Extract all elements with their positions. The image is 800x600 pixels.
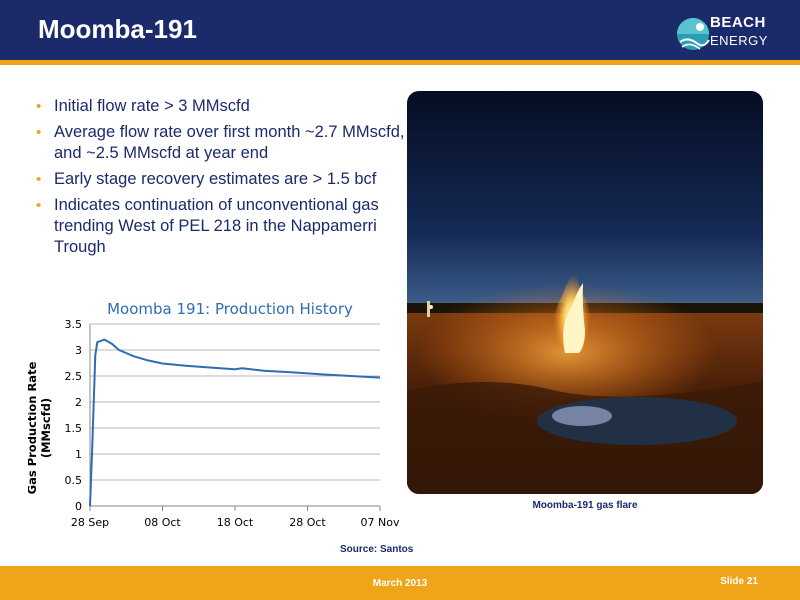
footer-bar: March 2013 Slide 21	[0, 566, 800, 600]
chart-x-tick-label: 07 Nov	[361, 516, 400, 529]
gas-flare-image	[407, 91, 763, 494]
beach-energy-emblem-icon	[677, 18, 710, 50]
bullet-list: • Initial flow rate > 3 MMscfd • Average f…	[36, 96, 406, 263]
chart-x-tick-label: 18 Oct	[217, 516, 254, 529]
logo-wordmark-bottom: ENERGY	[710, 33, 768, 48]
bullet-text: Early stage recovery estimates are > 1.5…	[54, 170, 377, 188]
chart-y-tick-label: 2	[75, 396, 82, 409]
bullet-text: Average flow rate over first month ~2.7 …	[54, 123, 405, 162]
source-note: Source: Santos	[340, 544, 414, 555]
chart-series-line	[89, 338, 381, 507]
chart-y-ticks: 0 0.5 1 1.5 2 2.5 3 3.5	[65, 318, 83, 513]
chart-x-ticks: 28 Sep 08 Oct 18 Oct 28 Oct 07 Nov	[71, 506, 400, 529]
chart-ylabel-group: Gas Production Rate (MMscfd)	[28, 361, 53, 494]
bullet-item: • Indicates continuation of unconventiona…	[36, 195, 406, 258]
bullet-item: • Initial flow rate > 3 MMscfd	[36, 96, 406, 117]
chart-title: Moomba 191: Production History	[107, 300, 353, 318]
bullet-item: • Average flow rate over first month ~2.7…	[36, 122, 406, 164]
chart-x-tick-label: 28 Oct	[289, 516, 326, 529]
bullet-dot-icon: •	[36, 171, 42, 188]
chart-ylabel-line1: Gas Production Rate	[28, 361, 39, 494]
chart-x-tick-label: 28 Sep	[71, 516, 109, 529]
chart-gridlines	[90, 323, 380, 481]
company-logo: BEACH ENERGY	[676, 14, 776, 54]
slide-number: Slide 21	[720, 576, 758, 587]
chart-axes	[89, 324, 380, 507]
header-accent-rule	[0, 60, 800, 65]
chart-y-tick-label: 0.5	[65, 474, 83, 487]
bullet-text: Initial flow rate > 3 MMscfd	[54, 97, 250, 115]
page-title: Moomba-191	[38, 14, 197, 44]
bullet-dot-icon: •	[36, 98, 42, 115]
chart-series	[89, 338, 381, 507]
bullet-dot-icon: •	[36, 197, 42, 214]
chart-y-tick-label: 0	[75, 500, 82, 513]
bullet-text: Indicates continuation of unconventional…	[54, 196, 379, 256]
logo-wordmark-top: BEACH	[710, 14, 766, 31]
header-bar: Moomba-191 BEACH ENERGY	[0, 0, 800, 60]
footer-date: March 2013	[372, 578, 428, 589]
chart-y-tick-label: 3.5	[65, 318, 83, 331]
gas-flare-photo	[407, 91, 763, 494]
production-history-chart: Moomba 191: Production History 0 0.5 1 1.5 2…	[28, 300, 400, 529]
bullet-dot-icon: •	[36, 124, 42, 141]
bullet-item: • Early stage recovery estimates are > 1.…	[36, 169, 406, 190]
chart-y-tick-label: 2.5	[65, 370, 83, 383]
chart-y-tick-label: 1	[75, 448, 82, 461]
chart-y-tick-label: 1.5	[65, 422, 83, 435]
chart-y-tick-label: 3	[75, 344, 82, 357]
chart-x-tick-label: 08 Oct	[144, 516, 181, 529]
photo-caption: Moomba-191 gas flare	[532, 500, 638, 511]
chart-ylabel-line2: (MMscfd)	[39, 398, 53, 458]
